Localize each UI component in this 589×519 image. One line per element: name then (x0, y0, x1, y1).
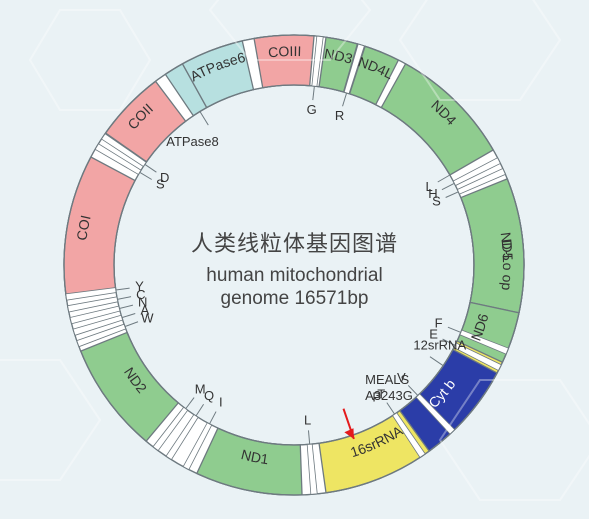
trna-tick-F (448, 327, 461, 332)
trna-label-L: L (425, 179, 432, 194)
trna-tick-R (343, 93, 347, 106)
trna-label-I: I (219, 395, 223, 410)
trna-label-D: D (160, 170, 169, 185)
trna-tick-S (140, 172, 152, 179)
trna-label-L: L (304, 412, 311, 427)
trna-tick-L (308, 430, 309, 444)
trna-tick-C (117, 297, 131, 300)
trna-label-G: G (307, 102, 317, 117)
genome-diagram: FVLIQMWANCYSDGRHSLETPD-Lo op12srRNA16srR… (0, 0, 589, 519)
trna-label-R: R (335, 108, 344, 123)
trna-tick-M (186, 398, 194, 409)
segment-label: ND5 (498, 231, 516, 261)
segment-coiii (254, 35, 314, 88)
trna-tick-Q (196, 404, 204, 416)
trna-label-S: S (432, 194, 441, 209)
trna-tick-L (438, 175, 450, 182)
segment-nd4 (381, 64, 493, 175)
trna-tick-D (145, 164, 157, 172)
trna-tick-N (119, 305, 133, 308)
trna-tick-S (446, 192, 459, 198)
segment-label: COIII (267, 43, 301, 60)
trna-tick-Y (116, 288, 130, 290)
trna-tick-T (387, 403, 395, 415)
segment-coi (64, 157, 135, 297)
trna-tick-I (209, 412, 216, 424)
trna-label-M: M (195, 382, 206, 397)
meals-label-2: A3243G (365, 388, 413, 403)
segment-label-ATPase8: ATPase8 (166, 134, 219, 149)
trna-tick-A (122, 314, 135, 318)
trna-label-Y: Y (135, 279, 144, 294)
segment-label-12srRNA: 12srRNA (413, 338, 466, 353)
trna-tick-G (313, 86, 315, 100)
meals-label-1: MEALS (365, 372, 409, 387)
trna-tick-W (125, 322, 138, 327)
trna-tick-H (442, 183, 454, 189)
